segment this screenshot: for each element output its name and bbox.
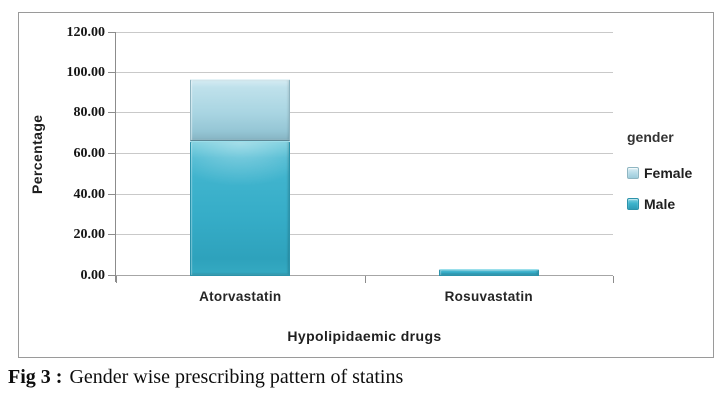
legend-label: Female xyxy=(644,165,693,181)
y-tick-label: 60.00 xyxy=(73,146,106,161)
y-axis-tick xyxy=(108,193,116,195)
y-axis-tick xyxy=(108,234,116,236)
y-axis-tick xyxy=(108,112,116,114)
gridline xyxy=(116,32,613,33)
y-axis-tick xyxy=(108,275,116,276)
x-axis-tick xyxy=(364,276,366,283)
y-axis-tick xyxy=(108,71,116,73)
bar-segment-female xyxy=(190,79,291,141)
gridline xyxy=(116,193,613,195)
legend-items: Female Male xyxy=(627,165,713,212)
bar-segment-male xyxy=(190,140,291,276)
chart-frame: Percentage 0.00 20.00 40.00 60.00 80.00 100.0… xyxy=(18,12,714,358)
y-axis-tick xyxy=(108,153,116,154)
y-tick-label: 120.00 xyxy=(66,25,106,40)
x-axis-title: Hypolipidaemic drugs xyxy=(287,328,442,344)
gridline xyxy=(116,234,613,236)
y-tick-label: 0.00 xyxy=(80,268,106,283)
caption-prefix: Fig 3 : xyxy=(8,366,63,388)
y-tick-label: 20.00 xyxy=(73,227,106,243)
y-tick-label: 40.00 xyxy=(73,186,106,202)
gridline xyxy=(116,275,613,276)
x-axis-tick xyxy=(613,276,614,283)
gridline xyxy=(116,112,613,114)
male-swatch-icon xyxy=(627,198,639,210)
legend-label: Male xyxy=(644,196,676,212)
y-axis-line xyxy=(115,32,116,282)
x-category-label: Rosuvastatin xyxy=(444,289,533,304)
legend-item-female: Female xyxy=(627,165,713,181)
gridline xyxy=(116,153,613,154)
legend-title: gender xyxy=(627,129,674,145)
figure-caption: Fig 3 : Gender wise prescribing pattern o… xyxy=(8,366,403,389)
gridline xyxy=(116,71,613,73)
legend-item-male: Male xyxy=(627,196,713,212)
x-category-label: Atorvastatin xyxy=(199,289,282,304)
y-axis-tick xyxy=(108,32,116,33)
bar-segment-male xyxy=(438,269,539,276)
female-swatch-icon xyxy=(627,167,639,179)
y-tick-label: 100.00 xyxy=(66,64,106,80)
y-tick-label: 80.00 xyxy=(73,105,106,121)
caption-text: Gender wise prescribing pattern of stati… xyxy=(69,366,404,388)
x-axis-tick xyxy=(116,276,117,283)
legend: gender Female Male xyxy=(627,129,713,227)
plot-area: 0.00 20.00 40.00 60.00 80.00 100.00 120.00 xyxy=(67,25,614,283)
